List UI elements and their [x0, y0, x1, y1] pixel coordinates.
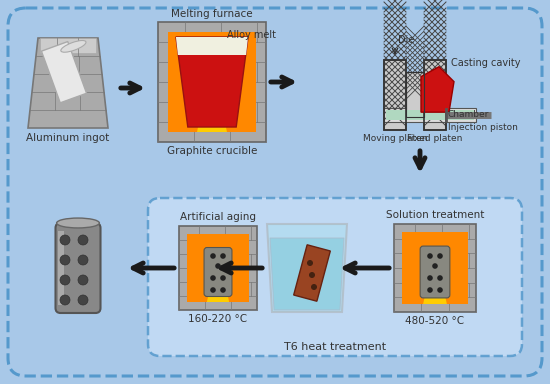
- FancyBboxPatch shape: [8, 8, 542, 376]
- Circle shape: [215, 263, 221, 269]
- Text: Fixed platen: Fixed platen: [408, 134, 463, 143]
- Ellipse shape: [57, 218, 100, 228]
- Circle shape: [437, 275, 443, 281]
- Polygon shape: [267, 224, 347, 312]
- FancyBboxPatch shape: [394, 224, 476, 312]
- FancyBboxPatch shape: [204, 248, 232, 296]
- Polygon shape: [41, 41, 86, 103]
- Circle shape: [60, 235, 70, 245]
- Circle shape: [210, 287, 216, 293]
- Polygon shape: [197, 72, 227, 132]
- FancyBboxPatch shape: [58, 231, 63, 305]
- Circle shape: [309, 272, 315, 278]
- Polygon shape: [195, 244, 241, 302]
- FancyBboxPatch shape: [384, 108, 476, 122]
- Circle shape: [432, 263, 438, 269]
- Polygon shape: [410, 243, 460, 304]
- Circle shape: [60, 255, 70, 265]
- Polygon shape: [28, 38, 108, 128]
- Text: Injection piston: Injection piston: [448, 123, 518, 132]
- Circle shape: [60, 275, 70, 285]
- Text: Chamber: Chamber: [448, 110, 490, 119]
- FancyBboxPatch shape: [158, 22, 266, 142]
- FancyBboxPatch shape: [420, 246, 450, 298]
- Text: Solution treatment: Solution treatment: [386, 210, 484, 220]
- FancyBboxPatch shape: [40, 38, 96, 53]
- Text: T6 heat treatment: T6 heat treatment: [284, 342, 386, 352]
- Text: Graphite crucible: Graphite crucible: [167, 146, 257, 156]
- Circle shape: [78, 235, 88, 245]
- Circle shape: [437, 253, 443, 259]
- Text: Alloy melt: Alloy melt: [227, 30, 276, 40]
- FancyBboxPatch shape: [384, 60, 406, 130]
- Ellipse shape: [61, 40, 86, 52]
- Text: Die: Die: [398, 35, 414, 45]
- FancyBboxPatch shape: [424, 60, 446, 130]
- Circle shape: [427, 253, 433, 259]
- Circle shape: [210, 253, 216, 259]
- Text: Melting furnace: Melting furnace: [171, 9, 253, 19]
- Circle shape: [60, 295, 70, 305]
- Circle shape: [307, 260, 313, 266]
- Text: 480-520 °C: 480-520 °C: [405, 316, 465, 326]
- Polygon shape: [176, 37, 248, 127]
- FancyBboxPatch shape: [179, 226, 257, 310]
- FancyBboxPatch shape: [168, 32, 256, 132]
- Polygon shape: [180, 47, 244, 132]
- Polygon shape: [423, 261, 447, 304]
- FancyBboxPatch shape: [406, 72, 424, 117]
- Circle shape: [210, 275, 216, 281]
- Text: Casting cavity: Casting cavity: [451, 58, 520, 68]
- Text: Moving platen: Moving platen: [363, 134, 427, 143]
- Circle shape: [78, 295, 88, 305]
- Polygon shape: [270, 238, 344, 310]
- FancyBboxPatch shape: [402, 232, 468, 304]
- Circle shape: [437, 287, 443, 293]
- Circle shape: [427, 275, 433, 281]
- Circle shape: [220, 253, 226, 259]
- Polygon shape: [421, 67, 454, 112]
- Circle shape: [220, 287, 226, 293]
- Polygon shape: [176, 37, 248, 55]
- Circle shape: [78, 275, 88, 285]
- FancyBboxPatch shape: [56, 223, 101, 313]
- Circle shape: [220, 275, 226, 281]
- FancyBboxPatch shape: [386, 110, 474, 120]
- Text: 160-220 °C: 160-220 °C: [189, 314, 248, 324]
- Circle shape: [311, 284, 317, 290]
- Circle shape: [78, 255, 88, 265]
- Text: Artificial aging: Artificial aging: [180, 212, 256, 222]
- Polygon shape: [294, 245, 331, 301]
- Circle shape: [427, 287, 433, 293]
- FancyBboxPatch shape: [187, 234, 249, 302]
- Polygon shape: [207, 261, 229, 302]
- Text: Aluminum ingot: Aluminum ingot: [26, 133, 109, 143]
- FancyBboxPatch shape: [148, 198, 522, 356]
